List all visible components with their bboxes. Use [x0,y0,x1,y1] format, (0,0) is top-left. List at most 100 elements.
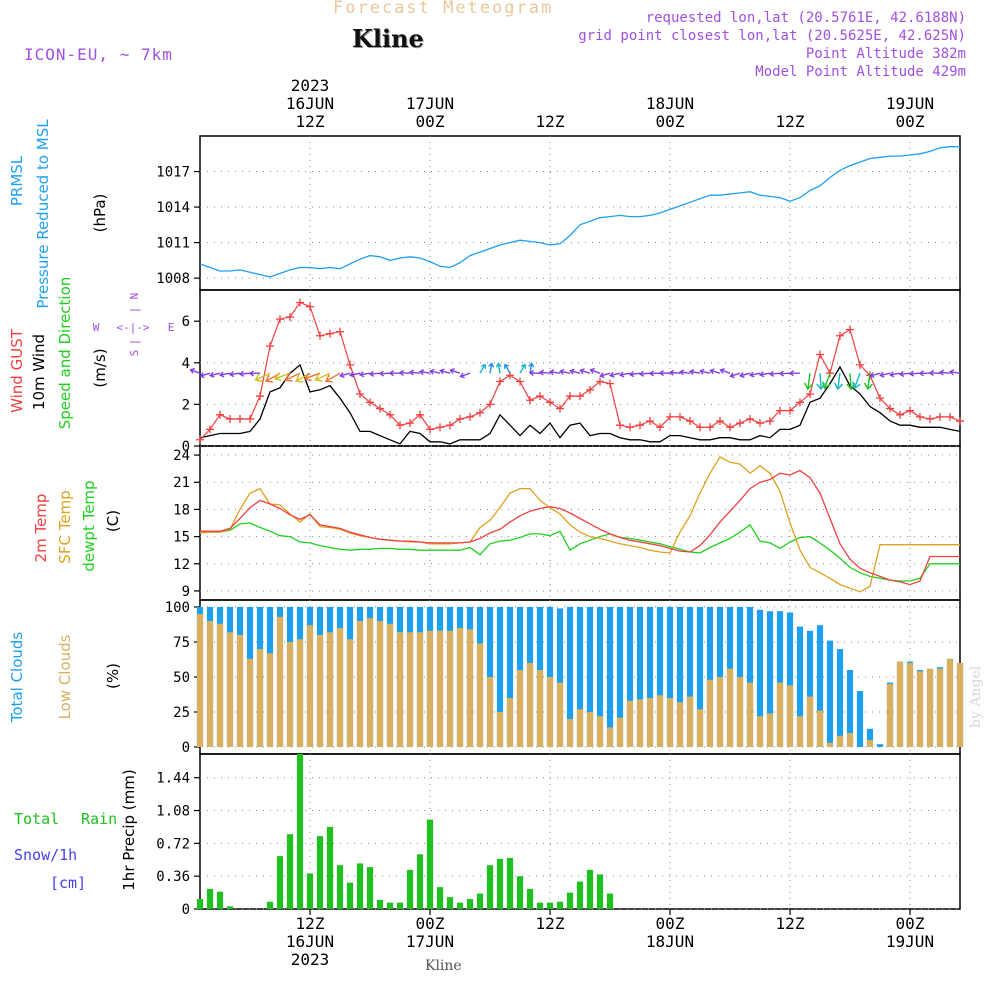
low-cloud-bar [756,716,764,747]
total-cloud-bar [506,607,514,747]
low-cloud-bar [466,629,474,747]
rain-bar [526,888,534,909]
rain-bar [306,873,314,909]
wind-direction-arrow [928,369,941,377]
gust-marker [306,302,314,311]
gust-marker [846,325,854,334]
low-cloud-bar [256,649,264,747]
gust-marker [436,423,444,432]
bottom-time-label: 12Z [296,914,325,933]
gust-marker [556,404,564,413]
low-cloud-bar [506,698,514,747]
temp-panel-frame [199,445,961,601]
low-cloud-bar [336,628,344,747]
gust-marker [696,423,704,432]
low-cloud-bar [436,630,444,747]
gust-marker [426,425,434,434]
low-cloud-bar [276,616,284,747]
low-cloud-bar [616,717,624,747]
gust-marker [786,406,794,415]
total-cloud-bar [656,607,664,747]
wind-direction-arrow [325,372,341,383]
low-cloud-bar [716,677,724,747]
gust-marker [296,298,304,307]
low-cloud-bar [516,670,524,747]
total-cloud-bar [496,607,504,747]
wind-direction-arrow [768,370,781,378]
precip-snow-unit-label: [cm] [50,874,86,892]
top-time-label: 12Z [296,112,325,131]
wind-direction-arrow [852,372,861,390]
gust-marker [386,410,394,419]
low-cloud-bar [396,632,404,747]
model-altitude: Model Point Altitude 429m [755,64,966,80]
gust-marker [916,412,924,421]
low-cloud-bar [216,623,224,747]
rain-bar [576,881,584,909]
wind-unit-label: (m/s) [91,348,109,387]
total-cloud-bar [636,607,644,747]
wind-direction-arrow [209,371,221,378]
compass-horizontal-arrows: <-|-> [116,321,149,334]
rain-bar [566,892,574,909]
gust-marker [686,417,694,426]
total-cloud-bar [836,649,844,747]
wind-direction-arrow [918,370,931,377]
low-cloud-bar [286,642,294,747]
gust-marker [536,392,544,401]
gust-marker [886,404,894,413]
wind-direction-arrow [459,372,471,379]
low-cloud-bar [656,695,664,747]
low-cloud-bar [686,696,694,747]
wind-direction-arrow [689,368,701,375]
bottom-date-label: 17JUN [406,932,454,951]
wind-direction-arrow [199,372,211,379]
rain-bar [536,902,544,909]
wind-direction-arrow [719,368,731,374]
compass-east-label: E [168,321,175,334]
precip-unit-label: 1hr Precip (mm) [120,769,138,890]
gust-marker [466,412,474,421]
gust-marker [226,414,234,423]
wind-direction-arrow [349,371,361,378]
low-cloud-bar [416,632,424,747]
wind-ytick-label: 6 [182,314,190,330]
gust-marker [576,392,584,401]
wind-direction-arrow [638,370,651,377]
low-cloud-bar [196,614,204,747]
gust-marker [516,377,524,386]
low-cloud-bar [496,712,504,747]
wind-gust-label: Wind GUST [8,328,26,413]
gust-marker [206,425,214,434]
wind-direction-arrow [273,372,291,382]
wind-direction-arrow [254,372,271,382]
gust-marker [836,331,844,340]
rain-bar [356,863,364,909]
low-clouds-label: Low Clouds [56,634,74,719]
total-cloud-bar [816,625,824,747]
top-date-label: 19JUN [886,94,934,113]
wind-direction-arrow [589,367,601,374]
low-cloud-bar [846,733,854,747]
gust-marker [416,410,424,419]
wind-direction-arrow [398,369,411,376]
footer-location: Kline [425,958,462,974]
gust-marker [716,417,724,426]
rain-bar [596,874,604,909]
total-cloud-bar [616,607,624,747]
wind-direction-arrow [609,371,621,378]
low-cloud-bar [866,740,874,747]
low-cloud-bar [356,621,364,747]
total-cloud-bar [646,607,654,747]
gust-marker [196,435,204,444]
total-cloud-bar [686,607,694,747]
compass-up-arrow: | [128,307,141,314]
clouds-unit-label: (%) [104,663,122,689]
gust-marker [646,417,654,426]
precip-ytick-label: 0 [182,902,190,918]
total-cloud-bar [806,630,814,747]
rain-bar [516,876,524,909]
gust-marker [776,406,784,415]
wind-direction-arrow [378,370,391,377]
